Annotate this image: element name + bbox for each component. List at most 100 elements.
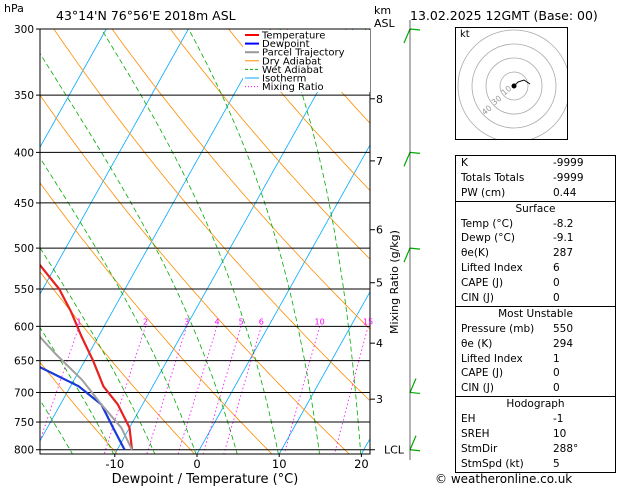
temperature-tick-label: 10 [272, 457, 287, 471]
index-label: Lifted Index [461, 352, 523, 365]
index-row: EH -1 [456, 412, 615, 427]
mixing-ratio-line [103, 326, 146, 454]
copyright-label: © weatheronline.co.uk [435, 472, 573, 486]
wet-adiabat-line [40, 247, 156, 454]
index-value: -1 [553, 413, 564, 426]
mixing-ratio-value-label: 15 [363, 317, 373, 326]
location-title: 43°14'N 76°56'E 2018m ASL [56, 8, 236, 23]
index-section-title: Surface [515, 202, 556, 215]
hodograph-ring [499, 71, 529, 101]
index-section-title: Most Unstable [498, 307, 573, 320]
legend-label: Wet Adiabat [262, 65, 323, 76]
index-label: StmSpd (kt) [461, 457, 524, 470]
index-value: 287 [553, 247, 574, 260]
km-tick-label: 4 [376, 337, 383, 350]
temperature-tick-label: 0 [193, 457, 200, 471]
index-label: StmDir [461, 442, 498, 455]
temperature-tick-label: -10 [105, 457, 124, 471]
wind-barb [409, 151, 421, 154]
datetime-label: 13.02.2025 12GMT (Base: 00) [410, 8, 598, 23]
mixing-ratio-line [334, 326, 369, 454]
index-value: 10 [553, 428, 567, 441]
isotherm-line [40, 29, 189, 295]
wet-adiabat-line [188, 29, 320, 454]
pressure-tick-label: 350 [14, 90, 34, 102]
index-row: CIN (J) 0 [456, 381, 615, 396]
index-row: CAPE (J) 0 [456, 366, 615, 381]
hodograph-ring [485, 57, 543, 115]
pressure-tick-label: 400 [14, 147, 34, 159]
pressure-tick-label: 750 [14, 417, 34, 429]
index-label: CAPE (J) [461, 277, 504, 290]
index-value: 0 [553, 367, 560, 380]
index-row: Lifted Index 1 [456, 352, 615, 367]
index-value: 1 [553, 352, 560, 365]
legend-background [243, 30, 370, 92]
wet-adiabat-line [440, 29, 445, 455]
mixing-ratio-value-label: 10 [315, 317, 325, 326]
hodograph-ring [457, 29, 567, 139]
index-label: CIN (J) [461, 382, 494, 395]
mixing-ratio-line [223, 326, 262, 454]
dry-adiabat-line [228, 29, 370, 192]
wind-barb [403, 28, 411, 44]
index-row: Pressure (mb) 550 [456, 322, 615, 337]
index-label: Totals Totals [461, 171, 525, 184]
wind-barb [403, 152, 411, 167]
pressure-tick-label: 450 [14, 198, 34, 210]
pressure-tick-label: 550 [14, 284, 34, 296]
dry-adiabat-line [111, 29, 370, 330]
wind-barb [409, 28, 421, 31]
isotherm-line [196, 144, 370, 454]
wet-adiabat-line [100, 29, 279, 454]
mixing-ratio-value-label: 3 [184, 317, 189, 326]
legend-label: Mixing Ratio [262, 82, 324, 93]
legend-label: Parcel Trajectory [262, 48, 345, 59]
index-row: Temp (°C) -8.2 [456, 217, 615, 232]
index-row: Dewp (°C) -9.1 [456, 231, 615, 246]
dewpoint-line [40, 365, 126, 451]
index-label: EH [461, 413, 476, 426]
wind-barb [409, 449, 421, 452]
index-row: Lifted Index 6 [456, 261, 615, 276]
legend-label: Dewpoint [262, 39, 310, 50]
index-value: 550 [553, 322, 574, 335]
hodograph-storm-motion-dot [511, 83, 517, 89]
mixing-ratio-value-label: 2 [143, 317, 148, 326]
wind-barb [403, 247, 411, 263]
dry-adiabat-line [40, 361, 118, 454]
isotherm-line [40, 29, 107, 149]
x-axis-label: Dewpoint / Temperature (°C) [112, 472, 299, 486]
isotherm-line [278, 291, 370, 454]
hodograph-unit-label: kt [460, 29, 470, 40]
index-value: -9999 [553, 171, 584, 184]
dry-adiabat-line [53, 29, 370, 402]
mixing-ratio-axis-label: Mixing Ratio (g/kg) [388, 230, 401, 334]
dry-adiabat-line [170, 29, 370, 260]
index-label: SREH [461, 428, 490, 441]
dry-adiabat-line [40, 94, 350, 454]
index-label: PW (cm) [461, 186, 506, 199]
pressure-tick-label: 500 [14, 243, 34, 255]
index-label: Lifted Index [461, 262, 523, 275]
wet-adiabat-line [40, 157, 197, 454]
index-row: SREH 10 [456, 427, 615, 442]
hpa-unit-label: hPa [4, 2, 24, 15]
index-row: CIN (J) 0 [456, 291, 615, 306]
index-row: θe (K) 294 [456, 337, 615, 352]
index-label: Dewp (°C) [461, 232, 515, 245]
index-row: CAPE (J) 0 [456, 276, 615, 291]
mixing-ratio-value-label: 6 [259, 317, 264, 326]
index-row: StmDir 288° [456, 442, 615, 457]
mixing-ratio-line [177, 326, 218, 454]
index-row: K -9999 [456, 156, 615, 171]
index-value: 0 [553, 292, 560, 305]
index-value: 288° [553, 442, 579, 455]
legend-label: Dry Adiabat [262, 56, 321, 67]
index-row: θe(K) 287 [456, 246, 615, 261]
mixing-ratio-line [40, 326, 80, 443]
index-label: Temp (°C) [461, 217, 514, 230]
index-value: 0 [553, 277, 560, 290]
